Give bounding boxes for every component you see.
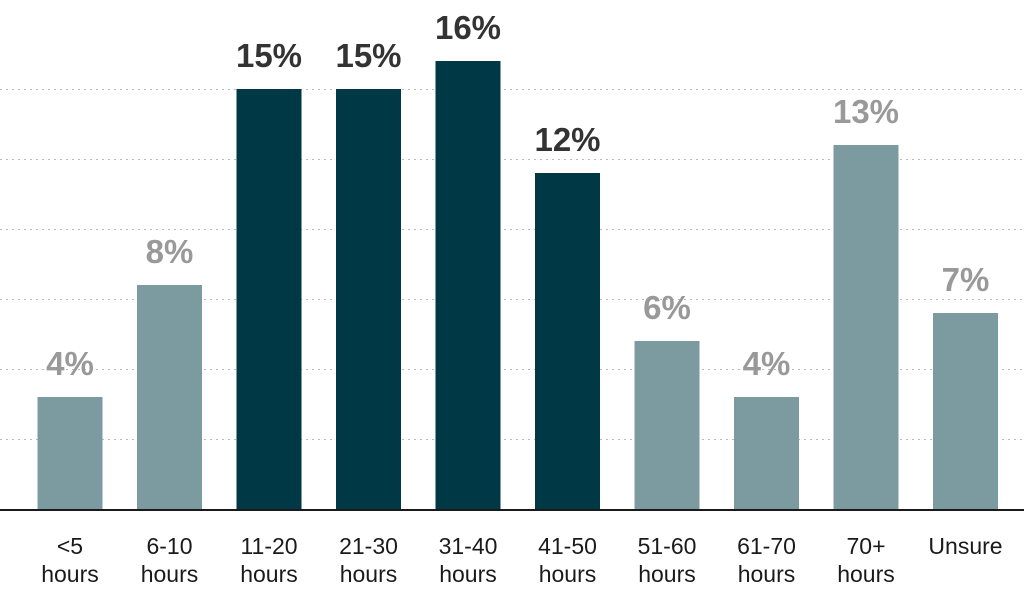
bar-value-label: 4% <box>46 345 94 382</box>
category-label: 70+ hours <box>837 533 895 587</box>
bar-value-label: 15% <box>335 37 401 74</box>
bar-value-label: 15% <box>236 37 302 74</box>
bar <box>634 341 700 509</box>
category-label: <5 hours <box>41 533 99 587</box>
bar <box>37 397 103 509</box>
bars <box>37 61 998 509</box>
category-labels: <5 hours 6-10 hours 11-20 hours 21-30 hours 31-4… <box>41 533 1002 587</box>
bar-value-label: 7% <box>942 261 990 298</box>
bar <box>137 285 202 509</box>
bar-value-label: 8% <box>146 233 194 270</box>
bar <box>236 89 302 509</box>
category-label: 31-40 hours <box>439 533 498 587</box>
bar <box>336 89 401 509</box>
category-label: Unsure <box>928 533 1002 559</box>
category-label: 41-50 hours <box>538 533 597 587</box>
value-labels: 4% 8% 15% 15% 16% 12% 6% 4% 13% 7% <box>46 9 989 382</box>
bar <box>535 173 600 509</box>
category-label: 51-60 hours <box>638 533 697 587</box>
bar-value-label: 16% <box>435 9 501 46</box>
bar-value-label: 13% <box>833 93 899 130</box>
bar <box>833 145 899 509</box>
bar <box>435 61 501 509</box>
bar <box>734 397 799 509</box>
bar <box>933 313 998 509</box>
bar-value-label: 4% <box>743 345 791 382</box>
category-label: 21-30 hours <box>339 533 398 587</box>
bar-value-label: 12% <box>534 121 600 158</box>
category-label: 6-10 hours <box>141 533 199 587</box>
category-label: 61-70 hours <box>737 533 796 587</box>
category-label: 11-20 hours <box>240 533 298 587</box>
bar-value-label: 6% <box>643 289 691 326</box>
